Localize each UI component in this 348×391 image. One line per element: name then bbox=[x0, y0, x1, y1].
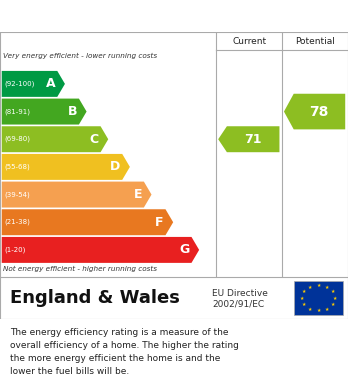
Text: ★: ★ bbox=[302, 302, 306, 307]
Text: Current: Current bbox=[232, 37, 267, 46]
Text: 78: 78 bbox=[309, 104, 328, 118]
Text: C: C bbox=[90, 133, 99, 146]
Text: ★: ★ bbox=[325, 285, 329, 290]
Text: 71: 71 bbox=[244, 133, 262, 146]
Polygon shape bbox=[2, 237, 199, 263]
Polygon shape bbox=[2, 99, 87, 125]
Text: (92-100): (92-100) bbox=[5, 81, 35, 87]
Text: ★: ★ bbox=[331, 302, 335, 307]
Text: ★: ★ bbox=[308, 285, 312, 290]
Polygon shape bbox=[2, 209, 173, 235]
Text: EU Directive: EU Directive bbox=[212, 289, 268, 298]
Text: (21-38): (21-38) bbox=[5, 219, 30, 226]
Text: (1-20): (1-20) bbox=[5, 247, 26, 253]
Text: The energy efficiency rating is a measure of the
overall efficiency of a home. T: The energy efficiency rating is a measur… bbox=[10, 328, 239, 376]
Text: E: E bbox=[134, 188, 142, 201]
Text: D: D bbox=[110, 160, 120, 173]
Text: ★: ★ bbox=[331, 289, 335, 294]
Text: B: B bbox=[68, 105, 77, 118]
Polygon shape bbox=[284, 94, 345, 129]
Polygon shape bbox=[2, 71, 65, 97]
Text: Potential: Potential bbox=[295, 37, 335, 46]
Text: Very energy efficient - lower running costs: Very energy efficient - lower running co… bbox=[3, 53, 158, 59]
Text: Energy Efficiency Rating: Energy Efficiency Rating bbox=[59, 7, 289, 25]
Text: 2002/91/EC: 2002/91/EC bbox=[212, 300, 264, 309]
Polygon shape bbox=[218, 126, 279, 152]
Text: ★: ★ bbox=[300, 296, 304, 301]
FancyBboxPatch shape bbox=[294, 282, 343, 315]
Text: ★: ★ bbox=[302, 289, 306, 294]
Text: England & Wales: England & Wales bbox=[10, 289, 180, 307]
Text: ★: ★ bbox=[308, 307, 312, 312]
Text: ★: ★ bbox=[316, 308, 321, 313]
Text: (81-91): (81-91) bbox=[5, 108, 31, 115]
Polygon shape bbox=[2, 154, 130, 180]
Text: ★: ★ bbox=[316, 283, 321, 288]
Text: Not energy efficient - higher running costs: Not energy efficient - higher running co… bbox=[3, 266, 158, 272]
Text: ★: ★ bbox=[333, 296, 337, 301]
Text: (39-54): (39-54) bbox=[5, 191, 30, 198]
Text: F: F bbox=[155, 216, 164, 229]
Text: ★: ★ bbox=[325, 307, 329, 312]
Text: G: G bbox=[180, 244, 190, 256]
Text: (69-80): (69-80) bbox=[5, 136, 31, 142]
Text: (55-68): (55-68) bbox=[5, 164, 30, 170]
Text: A: A bbox=[46, 77, 56, 90]
Polygon shape bbox=[2, 181, 151, 208]
Polygon shape bbox=[2, 126, 108, 152]
